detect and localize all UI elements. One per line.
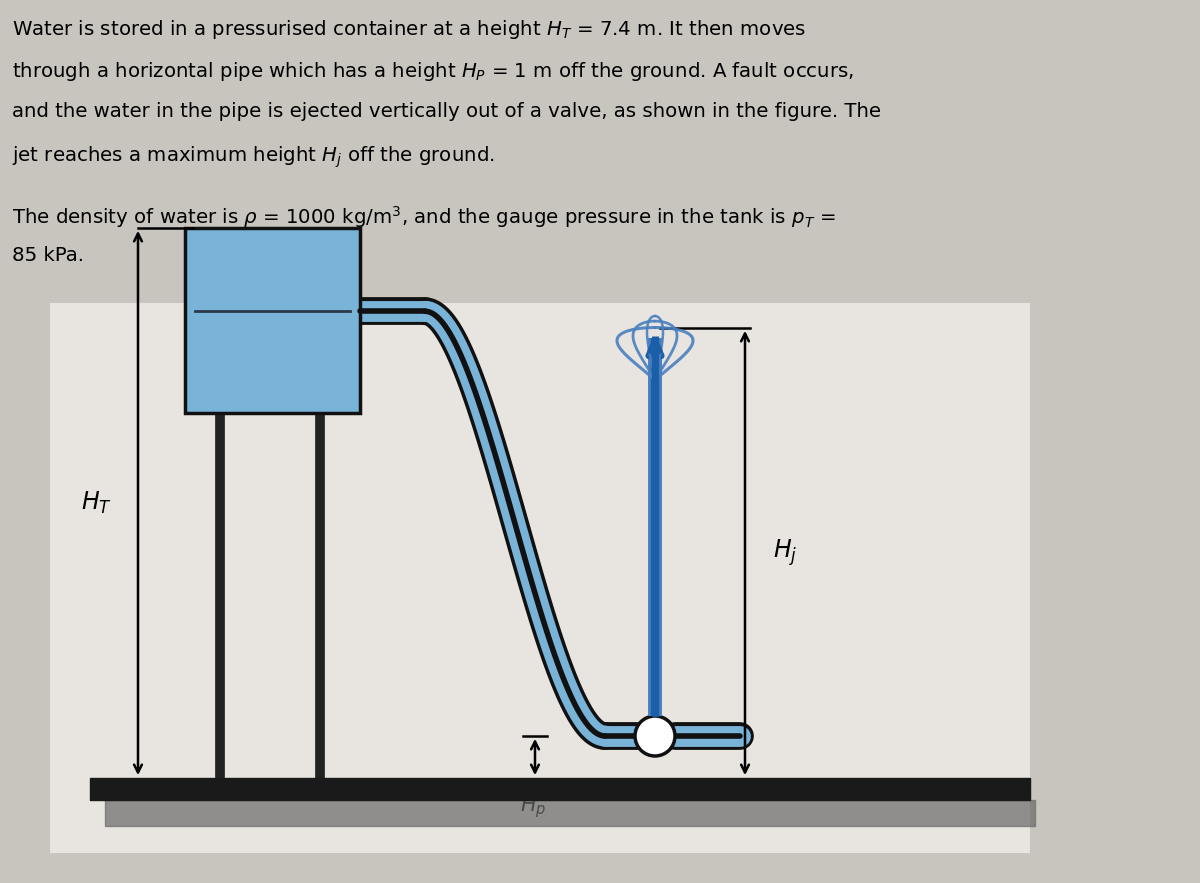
Bar (50, 303, 1030, 853)
Bar (185, 228, 360, 413)
Text: 85 kPa.: 85 kPa. (12, 246, 84, 265)
Text: and the water in the pipe is ejected vertically out of a valve, as shown in the : and the water in the pipe is ejected ver… (12, 102, 881, 121)
Circle shape (635, 716, 674, 756)
Text: Water is stored in a pressurised container at a height $H_T$ = 7.4 m. It then mo: Water is stored in a pressurised contain… (12, 18, 806, 41)
Text: through a horizontal pipe which has a height $H_P$ = 1 m off the ground. A fault: through a horizontal pipe which has a he… (12, 60, 854, 83)
Text: The density of water is $\rho$ = 1000 kg/m$^3$, and the gauge pressure in the ta: The density of water is $\rho$ = 1000 kg… (12, 204, 836, 230)
Text: $H_T$: $H_T$ (80, 490, 112, 516)
Text: $H_p$: $H_p$ (520, 793, 546, 819)
Text: jet reaches a maximum height $H_j$ off the ground.: jet reaches a maximum height $H_j$ off t… (12, 144, 494, 170)
Text: $H_j$: $H_j$ (773, 538, 797, 569)
